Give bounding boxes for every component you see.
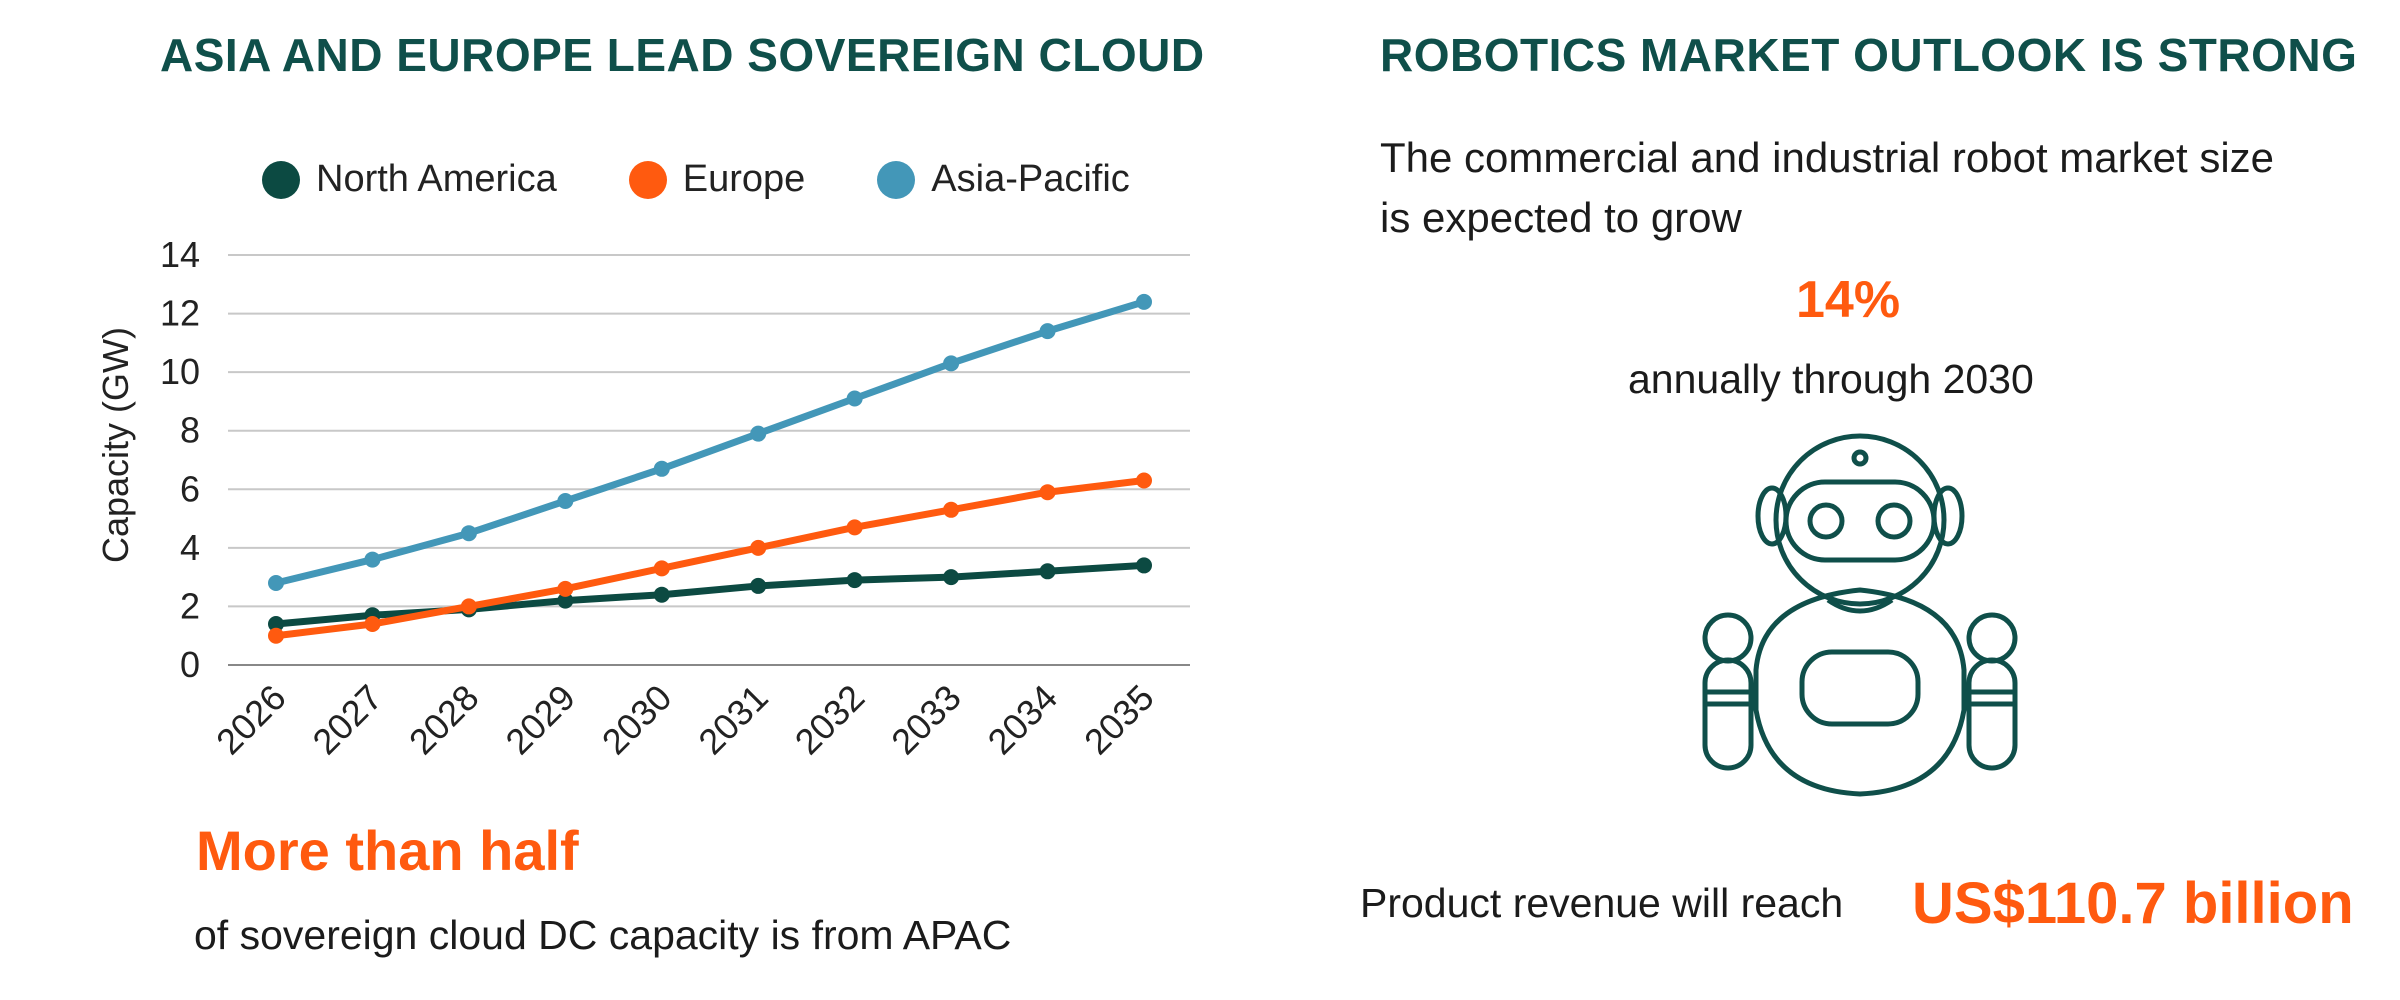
series-europe	[268, 472, 1152, 644]
series-line-europe	[272, 477, 1148, 640]
growth-period-text: annually through 2030	[1628, 356, 2034, 402]
data-point-north-america	[653, 586, 670, 603]
data-point-asia-pacific	[943, 355, 960, 372]
y-axis-ticks: 0 2 4 6 8 10 12 14	[160, 234, 200, 685]
y-tick-label: 10	[160, 351, 200, 392]
data-point-asia-pacific	[1136, 293, 1152, 310]
data-point-north-america	[1039, 563, 1056, 580]
data-point-europe	[653, 560, 670, 577]
y-tick-label: 12	[160, 293, 200, 334]
legend-swatch-europe	[628, 160, 667, 199]
data-point-asia-pacific	[1039, 323, 1056, 340]
chart-legend: North America Europe Asia-Pacific	[262, 158, 1202, 201]
robot-market-description: The commercial and industrial robot mark…	[1380, 134, 2275, 241]
y-axis-title: Capacity (GW)	[95, 327, 136, 563]
legend-item-north-america: North America	[262, 158, 557, 201]
robot-icon	[1702, 433, 2018, 797]
data-point-asia-pacific	[846, 390, 863, 407]
data-point-europe	[557, 580, 574, 597]
legend-label-north-america: North America	[316, 158, 557, 200]
data-point-europe	[750, 539, 767, 556]
x-tick-label: 2031	[690, 677, 776, 763]
legend-label-europe: Europe	[682, 158, 806, 200]
right-panel-title: ROBOTICS MARKET OUTLOOK IS STRONG	[1380, 29, 2358, 81]
revenue-label: Product revenue will reach	[1360, 880, 1844, 926]
x-tick-label: 2032	[787, 677, 873, 763]
data-point-asia-pacific	[268, 575, 284, 591]
data-point-asia-pacific	[653, 460, 670, 477]
data-point-europe	[460, 598, 477, 615]
data-point-europe	[364, 616, 381, 632]
x-tick-label: 2033	[883, 677, 969, 763]
chart-series	[268, 293, 1152, 644]
growth-rate-value: 14%	[1796, 271, 1901, 329]
series-asia-pacific	[268, 293, 1152, 591]
data-point-asia-pacific	[460, 525, 477, 542]
x-tick-label: 2026	[208, 677, 294, 763]
data-point-europe	[846, 519, 863, 536]
data-point-europe	[268, 627, 284, 644]
y-tick-label: 4	[180, 527, 200, 568]
x-tick-label: 2034	[980, 677, 1066, 763]
legend-label-asia-pacific: Asia-Pacific	[931, 158, 1130, 200]
chart-gridlines	[228, 254, 1190, 666]
x-tick-label: 2035	[1076, 677, 1162, 763]
apac-caption: of sovereign cloud DC capacity is from A…	[194, 912, 1012, 958]
y-tick-label: 14	[160, 234, 200, 275]
data-point-north-america	[750, 577, 767, 594]
x-tick-label: 2030	[594, 677, 680, 763]
y-tick-label: 8	[180, 410, 200, 451]
capacity-line-chart: 0 2 4 6 8 10 12 14 2026 2027 2028 2029 2030 2031 2032…	[95, 234, 1190, 763]
legend-swatch-asia-pacific	[877, 160, 916, 199]
legend-swatch-north-america	[262, 160, 300, 199]
data-point-asia-pacific	[557, 493, 574, 509]
x-tick-label: 2029	[497, 677, 583, 763]
revenue-value: US$110.7 billion	[1912, 871, 2354, 936]
data-point-asia-pacific	[750, 425, 767, 442]
data-point-europe	[943, 501, 960, 518]
data-point-asia-pacific	[364, 551, 381, 568]
apac-highlight-text: More than half	[196, 819, 579, 882]
data-point-north-america	[943, 569, 960, 586]
data-point-north-america	[268, 616, 284, 632]
data-point-north-america	[1136, 557, 1152, 574]
y-tick-label: 2	[180, 585, 200, 626]
left-panel-title: ASIA AND EUROPE LEAD SOVEREIGN CLOUD	[160, 29, 1205, 81]
legend-item-asia-pacific: Asia-Pacific	[877, 158, 1130, 201]
y-tick-label: 0	[180, 644, 200, 685]
y-tick-label: 6	[180, 468, 200, 509]
data-point-europe	[1039, 484, 1056, 501]
legend-item-europe: Europe	[628, 158, 806, 201]
data-point-north-america	[846, 572, 863, 589]
x-axis-ticks: 2026 2027 2028 2029 2030 2031 2032 2033 2034 2035	[208, 677, 1162, 763]
x-tick-label: 2028	[401, 677, 487, 763]
data-point-north-america	[557, 592, 574, 609]
x-tick-label: 2027	[304, 677, 390, 763]
data-point-europe	[1136, 472, 1152, 489]
series-line-asia-pacific	[272, 298, 1148, 587]
